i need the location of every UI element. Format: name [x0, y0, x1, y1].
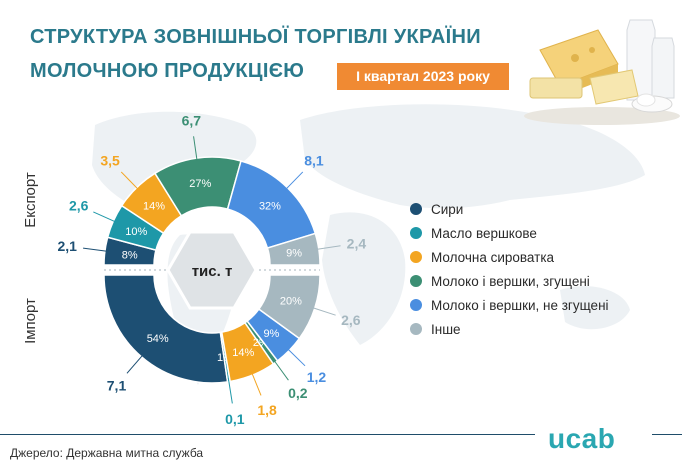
export-leader-line	[314, 245, 341, 251]
legend-item-non-condensed-milk: Молоко і вершки, не згущені	[410, 293, 609, 317]
legend-swatch	[410, 299, 422, 311]
legend-label: Масло вершкове	[431, 225, 537, 241]
legend-item-butter: Масло вершкове	[410, 221, 609, 245]
import-slice-0	[103, 274, 229, 384]
legend-item-other: Інше	[410, 317, 609, 341]
center-hexagon	[166, 230, 258, 310]
export-leader-line	[193, 136, 198, 163]
ucab-logo: ucab	[548, 423, 616, 454]
export-value-label: 2,6	[69, 197, 89, 213]
import-value-label: 2,6	[341, 312, 361, 328]
export-leader-line	[120, 171, 140, 191]
legend: Сири Масло вершкове Молочна сироватка Мо…	[410, 197, 609, 341]
import-leader-line	[286, 347, 306, 367]
import-percent-label: 14%	[232, 347, 254, 359]
source-note: Джерело: Державна митна служба	[10, 446, 204, 460]
import-leader-line	[227, 377, 233, 404]
export-value-label: 8,1	[304, 152, 324, 168]
import-value-label: 1,2	[307, 369, 327, 385]
export-leader-line	[284, 171, 304, 191]
import-value-label: 0,1	[225, 411, 245, 427]
period-badge: І квартал 2023 року	[337, 63, 509, 90]
legend-swatch	[410, 251, 422, 263]
export-slice-5	[266, 232, 321, 266]
footer-divider	[0, 434, 535, 435]
legend-label: Молоко і вершки, згущені	[431, 273, 590, 289]
legend-item-whey: Молочна сироватка	[410, 245, 609, 269]
legend-label: Інше	[431, 321, 461, 337]
import-slice-2	[220, 321, 275, 383]
dairy-products-illustration	[524, 19, 680, 125]
import-leader-line	[310, 306, 336, 316]
legend-swatch	[410, 227, 422, 239]
legend-swatch	[410, 323, 422, 335]
legend-swatch	[410, 275, 422, 287]
export-percent-label: 32%	[259, 201, 281, 213]
export-leader-line	[93, 211, 118, 223]
import-value-label: 0,2	[288, 385, 308, 401]
export-percent-label: 14%	[143, 201, 165, 213]
export-value-label: 6,7	[182, 112, 202, 128]
import-leader-line	[272, 358, 289, 381]
title-line-1: СТРУКТУРА ЗОВНІШНЬОЇ ТОРГІВЛІ УКРАЇНИ	[30, 26, 481, 48]
legend-item-cheese: Сири	[410, 197, 609, 221]
footer-divider-right	[652, 434, 682, 435]
import-leader-line	[250, 371, 262, 396]
export-value-label: 3,5	[100, 152, 120, 168]
export-percent-label: 10%	[125, 226, 147, 238]
import-percent-label: 54%	[147, 333, 169, 345]
export-value-label: 2,4	[347, 235, 367, 251]
legend-label: Молоко і вершки, не згущені	[431, 297, 609, 313]
import-percent-label: 9%	[263, 328, 279, 340]
legend-item-condensed-milk: Молоко і вершки, згущені	[410, 269, 609, 293]
export-percent-label: 9%	[286, 248, 302, 260]
export-leader-line	[83, 247, 109, 253]
import-value-label: 7,1	[107, 377, 127, 393]
export-percent-label: 27%	[189, 178, 211, 190]
export-value-label: 2,1	[57, 238, 77, 254]
legend-swatch	[410, 203, 422, 215]
import-leader-line	[126, 353, 145, 374]
import-value-label: 1,8	[257, 402, 277, 418]
export-percent-label: 8%	[122, 249, 138, 261]
legend-label: Сири	[431, 201, 464, 217]
center-unit-label: тис. т	[192, 263, 233, 280]
import-slice-5	[257, 274, 321, 340]
legend-label: Молочна сироватка	[431, 249, 555, 265]
title-line-2: МОЛОЧНОЮ ПРОДУКЦІЄЮ	[30, 60, 305, 82]
import-percent-label: 20%	[280, 296, 302, 308]
